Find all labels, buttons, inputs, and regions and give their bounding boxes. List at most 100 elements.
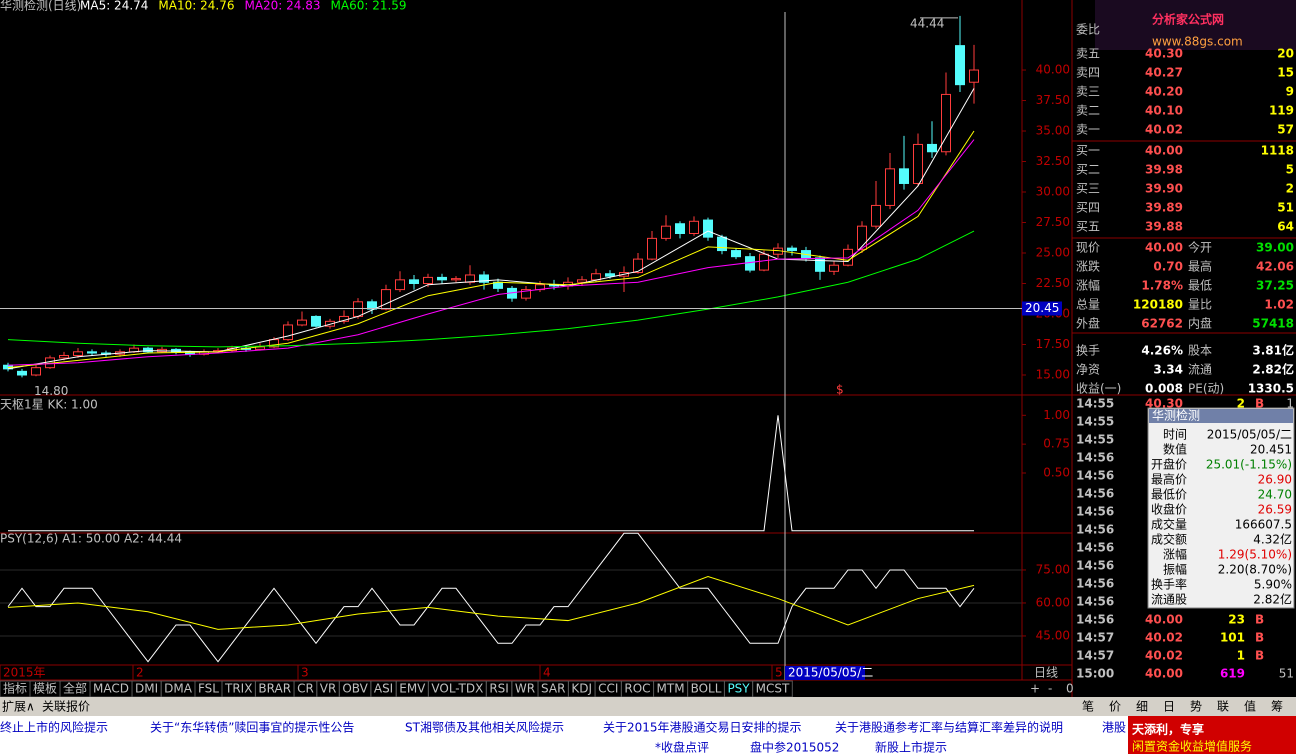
tick-time: 14:56 (1076, 523, 1114, 537)
news-item[interactable]: 关于“东华转债”赎回事宜的提示性公告 (150, 720, 354, 735)
order-label: 卖二 (1076, 104, 1100, 118)
y-tick-label: 30.00 (1036, 185, 1070, 199)
zoom-button[interactable]: - (1048, 682, 1052, 696)
ma-line (7, 230, 975, 348)
candle-body (955, 45, 965, 86)
side-tab[interactable]: 联 (1217, 700, 1229, 714)
tick-time: 14:56 (1076, 451, 1114, 465)
zoom-button[interactable]: + (1030, 682, 1040, 696)
tab[interactable]: ASI (374, 682, 393, 696)
tab[interactable]: 模板 (33, 682, 57, 696)
tooltip-title: 华测检测 (1152, 408, 1200, 423)
tab[interactable]: FSL (198, 682, 219, 696)
stat-label: 涨幅 (1076, 278, 1100, 293)
news-item[interactable]: 盘中参2015052 (750, 740, 839, 754)
tab[interactable]: DMI (135, 682, 158, 696)
y-tick-label: 25.00 (1036, 246, 1070, 260)
tick-time: 14:56 (1076, 487, 1114, 501)
tab[interactable]: WR (515, 682, 535, 696)
ma-line (7, 130, 975, 369)
tick-time: 15:00 (1076, 667, 1114, 681)
zoom-button[interactable]: 0 (1066, 682, 1074, 696)
panel-title: PSY(12,6) A1: 50.00 A2: 44.44 (0, 532, 182, 546)
news-item[interactable]: ST湘鄂债及其他相关风险提示 (405, 720, 564, 735)
stat-value: 39.00 (1256, 241, 1294, 255)
tab[interactable]: 关联报价 (42, 699, 90, 714)
side-tab[interactable]: 细 (1136, 700, 1148, 714)
order-volume: 64 (1277, 220, 1294, 234)
candle-body (927, 143, 937, 153)
side-tab[interactable]: 日 (1163, 700, 1175, 714)
tab[interactable]: 扩展∧ (2, 700, 35, 714)
stat-label: 换手 (1076, 344, 1100, 358)
candle-body (731, 250, 741, 258)
tab[interactable]: 全部 (63, 681, 87, 696)
tab2-bg (0, 697, 1296, 716)
tick-price: 40.02 (1145, 631, 1183, 645)
tooltip-key: 成交量 (1151, 517, 1187, 532)
y-tick-label: 45.00 (1036, 628, 1070, 642)
tick-time: 14:56 (1076, 505, 1114, 519)
logo-url: www.88gs.com (1152, 35, 1243, 49)
tab[interactable]: OBV (342, 682, 368, 696)
tick-side: B (1255, 649, 1264, 663)
side-tab[interactable]: 值 (1244, 699, 1256, 714)
tab[interactable]: CCI (598, 682, 618, 696)
tab[interactable]: PSY (727, 682, 750, 696)
side-tab[interactable]: 价 (1109, 700, 1121, 714)
tab[interactable]: MTM (657, 682, 685, 696)
news-item[interactable]: 港股 (1102, 721, 1126, 735)
order-price: 40.10 (1145, 104, 1183, 118)
order-header: 委比 (1076, 23, 1100, 37)
order-label: 买五 (1076, 220, 1100, 234)
tooltip-value: 25.01(-1.15%) (1206, 458, 1292, 472)
tick-time: 14:56 (1076, 541, 1114, 555)
tooltip-key: 最低价 (1151, 488, 1187, 502)
tab[interactable]: EMV (399, 682, 426, 696)
tab[interactable]: DMA (164, 682, 193, 696)
tab[interactable]: MCST (756, 682, 790, 696)
tooltip-value: 26.90 (1258, 473, 1292, 487)
date-bg (785, 666, 865, 680)
tooltip-key: 时间 (1163, 428, 1187, 442)
tick-time: 14:55 (1076, 433, 1114, 447)
tick-price: 40.00 (1145, 667, 1183, 681)
ma-legend: MA5: 24.74 (80, 0, 148, 13)
candle-body (969, 69, 979, 83)
y-tick-label: 0.50 (1043, 466, 1070, 480)
side-tab[interactable]: 筹 (1271, 700, 1283, 714)
news-item[interactable]: 新股上市提示 (875, 740, 947, 754)
news-item[interactable]: *收盘点评 (655, 740, 709, 754)
tab[interactable]: BRAR (258, 682, 291, 696)
tab[interactable]: BOLL (691, 682, 722, 696)
stat-label: 涨跌 (1076, 259, 1100, 274)
tab[interactable]: SAR (541, 682, 565, 696)
tab[interactable]: KDJ (571, 682, 592, 696)
y-tick-label: 75.00 (1036, 562, 1070, 576)
news-item[interactable]: 关于2015年港股通交易日安排的提示 (603, 720, 802, 735)
tick-time: 14:56 (1076, 595, 1114, 609)
tab[interactable]: 指标 (3, 681, 27, 696)
tick-extra: 1 (1286, 397, 1294, 411)
order-price: 40.30 (1145, 47, 1183, 61)
side-tab[interactable]: 笔 (1082, 699, 1094, 714)
news-item[interactable]: 关于港股通参考汇率与结算汇率差异的说明 (835, 720, 1063, 735)
tab[interactable]: VOL-TDX (431, 682, 483, 696)
tab[interactable]: CR (297, 682, 314, 696)
news-item[interactable]: 终止上市的风险提示 (0, 720, 108, 735)
tab[interactable]: MACD (93, 682, 129, 696)
tab[interactable]: VR (320, 682, 337, 696)
tab[interactable]: RSI (489, 682, 509, 696)
chart-title: 华测检测(日线) (0, 0, 81, 13)
stat-value: 3.81亿 (1252, 343, 1294, 358)
tick-side: B (1255, 397, 1264, 411)
candle-body (885, 168, 895, 206)
stat-label: 收益(一) (1076, 382, 1121, 396)
x-tick-label: 3 (301, 666, 309, 680)
y-tick-label: 60.00 (1036, 595, 1070, 609)
tab[interactable]: ROC (624, 682, 650, 696)
order-volume: 9 (1286, 85, 1294, 99)
tab[interactable]: TRIX (224, 682, 252, 696)
side-tab[interactable]: 势 (1190, 700, 1202, 714)
candle-body (437, 276, 447, 281)
